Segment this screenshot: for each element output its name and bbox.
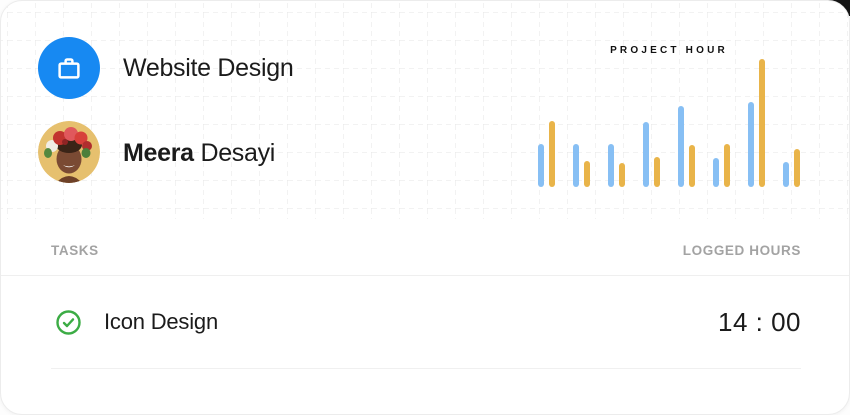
chart-bar <box>643 122 649 187</box>
chart-bar-pair <box>748 59 765 187</box>
chart-bar <box>724 144 730 187</box>
user-last-name: Desayi <box>200 139 276 167</box>
table-header: TASKS LOGGED HOURS <box>1 219 849 258</box>
avatar <box>38 121 100 183</box>
chart-bar-pair <box>573 144 590 187</box>
chart-bar <box>759 59 765 187</box>
chart-bar <box>573 144 579 187</box>
chart-bar <box>538 144 544 187</box>
task-name: Icon Design <box>104 309 218 334</box>
chart-bars <box>538 57 800 187</box>
check-circle-icon <box>56 309 81 335</box>
row-divider <box>51 368 801 369</box>
project-badge <box>38 37 100 99</box>
dotted-grid-background <box>1 1 849 219</box>
tasks-column-header: TASKS <box>51 243 99 258</box>
chart-bar-pair <box>608 144 625 187</box>
chart-bar <box>678 106 684 187</box>
chart-bar <box>549 121 555 187</box>
chart-bar <box>619 163 625 187</box>
chart-bar <box>713 158 719 187</box>
logged-hours-column-header: LOGGED HOURS <box>682 243 801 258</box>
chart-bar <box>608 144 614 187</box>
user-first-name: Meera <box>123 139 194 167</box>
header-divider <box>1 275 849 276</box>
chart-title: PROJECT HOUR <box>610 45 728 56</box>
project-hour-chart: PROJECT HOUR <box>538 1 800 187</box>
chart-bar <box>783 162 789 187</box>
table-row[interactable]: Icon Design 14 : 00 <box>1 276 849 368</box>
project-title: Website Design <box>123 54 294 82</box>
chart-bar-pair <box>713 144 730 187</box>
hero-section: Website Design <box>1 1 849 219</box>
chart-bar <box>748 102 754 187</box>
chart-bar <box>584 161 590 187</box>
chart-bar-pair <box>538 121 555 187</box>
chart-bar-pair <box>678 106 695 187</box>
avatar-illustration <box>38 121 100 183</box>
chart-bar <box>654 157 660 187</box>
briefcase-icon <box>58 58 80 79</box>
chart-bar <box>689 145 695 187</box>
logged-hours-value: 14 : 00 <box>717 306 801 337</box>
chart-bar <box>794 149 800 187</box>
chart-bar-pair <box>783 149 800 187</box>
user-name: Meera Desayi <box>123 139 275 168</box>
chart-bar-pair <box>643 122 660 187</box>
